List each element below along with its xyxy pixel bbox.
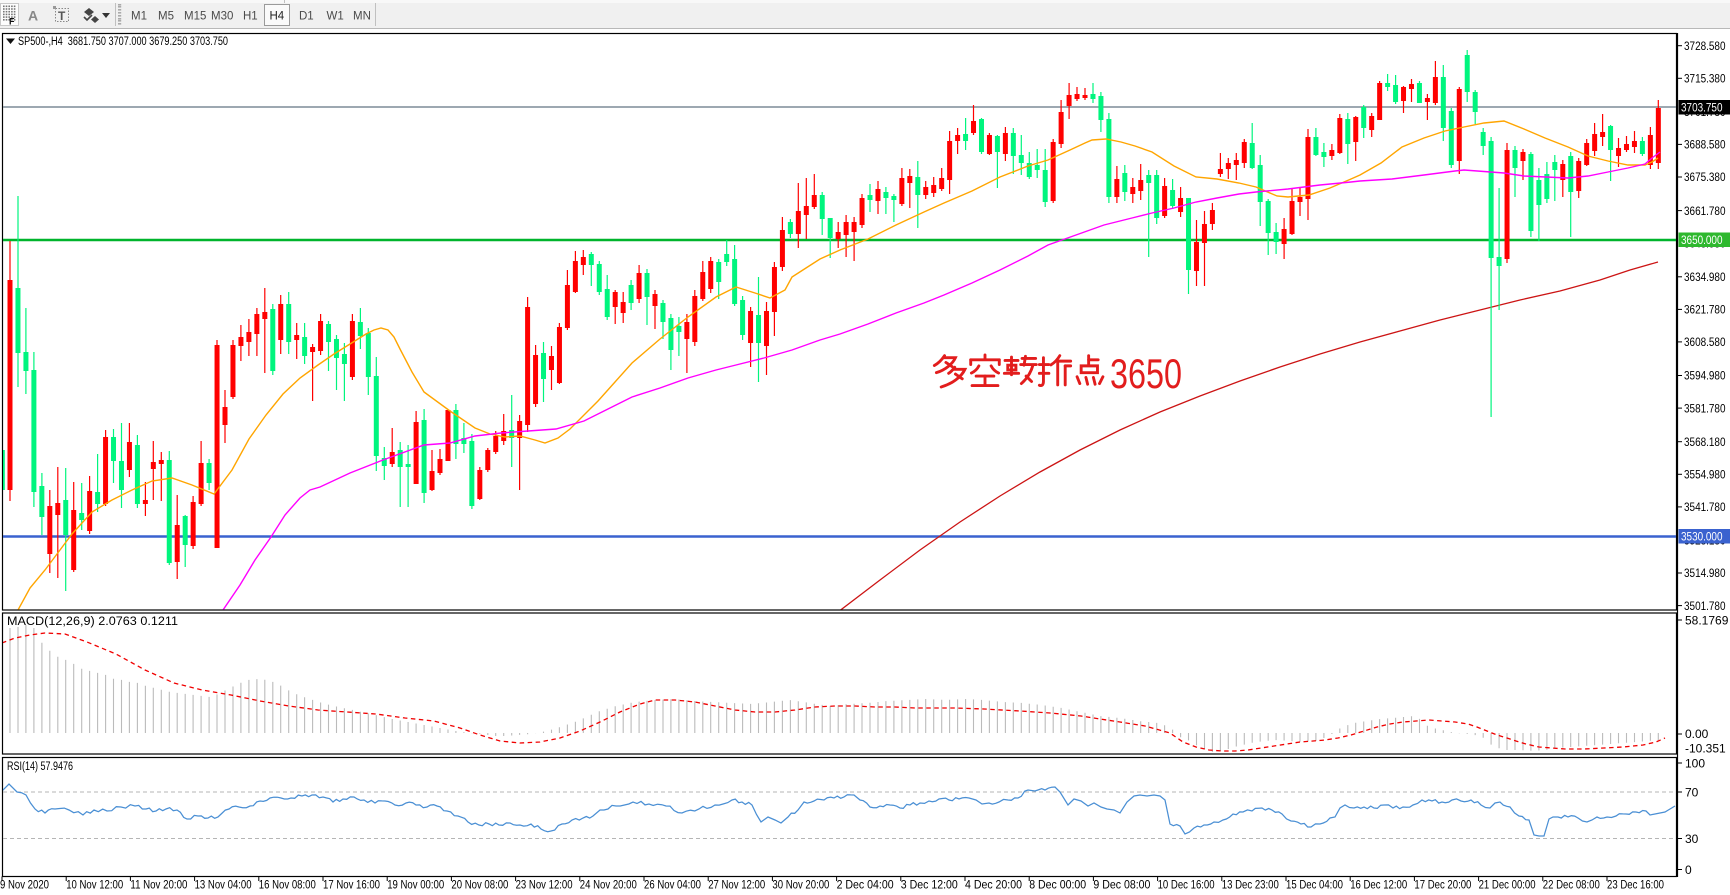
svg-text:3650: 3650 — [1110, 350, 1182, 397]
svg-text:-10.351: -10.351 — [1685, 742, 1726, 756]
svg-text:27 Nov 12:00: 27 Nov 12:00 — [708, 880, 765, 892]
svg-text:3703.750: 3703.750 — [1681, 103, 1723, 115]
svg-text:3634.980: 3634.980 — [1684, 272, 1726, 284]
svg-text:H1: H1 — [243, 11, 258, 23]
svg-text:17 Nov 16:00: 17 Nov 16:00 — [323, 880, 380, 892]
svg-text:30: 30 — [1685, 832, 1699, 846]
svg-text:24 Nov 20:00: 24 Nov 20:00 — [580, 880, 637, 892]
svg-text:16 Dec 12:00: 16 Dec 12:00 — [1350, 880, 1407, 892]
svg-text:58.1769: 58.1769 — [1685, 614, 1729, 628]
svg-text:M1: M1 — [131, 11, 147, 23]
svg-text:3568.180: 3568.180 — [1684, 437, 1726, 449]
svg-text:19 Nov 00:00: 19 Nov 00:00 — [387, 880, 444, 892]
svg-text:H4: H4 — [270, 11, 285, 23]
svg-text:M5: M5 — [158, 11, 174, 23]
svg-text:16 Nov 08:00: 16 Nov 08:00 — [259, 880, 316, 892]
svg-text:3554.980: 3554.980 — [1684, 470, 1726, 482]
svg-text:8 Dec 00:00: 8 Dec 00:00 — [1029, 880, 1086, 892]
svg-text:W1: W1 — [327, 11, 344, 23]
svg-text:13 Nov 04:00: 13 Nov 04:00 — [195, 880, 252, 892]
svg-text:2 Dec 04:00: 2 Dec 04:00 — [837, 880, 894, 892]
svg-text:MACD(12,26,9) 2.0763 0.1211: MACD(12,26,9) 2.0763 0.1211 — [7, 616, 178, 628]
svg-text:26 Nov 04:00: 26 Nov 04:00 — [644, 880, 701, 892]
svg-text:3514.980: 3514.980 — [1684, 568, 1726, 580]
svg-text:3501.780: 3501.780 — [1684, 601, 1726, 613]
svg-text:M30: M30 — [211, 11, 233, 23]
svg-text:3594.980: 3594.980 — [1684, 371, 1726, 383]
svg-text:3621.780: 3621.780 — [1684, 305, 1726, 317]
svg-text:10 Nov 12:00: 10 Nov 12:00 — [66, 880, 123, 892]
svg-text:15 Dec 04:00: 15 Dec 04:00 — [1286, 880, 1343, 892]
svg-text:21 Dec 00:00: 21 Dec 00:00 — [1479, 880, 1536, 892]
svg-text:4 Dec 20:00: 4 Dec 20:00 — [965, 880, 1022, 892]
svg-text:3715.380: 3715.380 — [1684, 74, 1726, 86]
svg-text:11 Nov 20:00: 11 Nov 20:00 — [130, 880, 187, 892]
svg-text:D1: D1 — [299, 11, 314, 23]
svg-text:RSI(14) 57.9476: RSI(14) 57.9476 — [7, 761, 73, 773]
svg-text:13 Dec 23:00: 13 Dec 23:00 — [1222, 880, 1279, 892]
svg-text:22 Dec 08:00: 22 Dec 08:00 — [1543, 880, 1600, 892]
svg-text:A: A — [28, 8, 38, 24]
svg-text:0.00: 0.00 — [1685, 727, 1709, 741]
svg-text:3 Dec 12:00: 3 Dec 12:00 — [901, 880, 958, 892]
svg-text:3688.580: 3688.580 — [1684, 140, 1726, 152]
svg-text:T: T — [58, 9, 66, 23]
svg-text:17 Dec 20:00: 17 Dec 20:00 — [1414, 880, 1471, 892]
svg-text:9 Nov 2020: 9 Nov 2020 — [0, 880, 49, 892]
svg-text:3608.580: 3608.580 — [1684, 337, 1726, 349]
svg-text:10 Dec 16:00: 10 Dec 16:00 — [1158, 880, 1215, 892]
svg-text:3581.780: 3581.780 — [1684, 403, 1726, 415]
svg-text:3650.000: 3650.000 — [1681, 235, 1723, 247]
svg-text:9 Dec 08:00: 9 Dec 08:00 — [1093, 880, 1150, 892]
svg-text:70: 70 — [1685, 786, 1699, 800]
svg-text:3728.580: 3728.580 — [1684, 41, 1726, 53]
svg-text:M15: M15 — [184, 11, 206, 23]
svg-text:SP500-,H4 3681.750 3707.000 3: SP500-,H4 3681.750 3707.000 3679.250 370… — [18, 36, 228, 48]
svg-text:3530.000: 3530.000 — [1681, 532, 1723, 544]
svg-text:100: 100 — [1685, 757, 1705, 771]
svg-text:0: 0 — [1685, 863, 1692, 877]
svg-text:3661.780: 3661.780 — [1684, 206, 1726, 218]
svg-text:F: F — [9, 17, 15, 27]
svg-text:23 Dec 16:00: 23 Dec 16:00 — [1607, 880, 1664, 892]
svg-text:23 Nov 12:00: 23 Nov 12:00 — [516, 880, 573, 892]
svg-text:MN: MN — [353, 11, 371, 23]
svg-text:3675.380: 3675.380 — [1684, 172, 1726, 184]
svg-text:30 Nov 20:00: 30 Nov 20:00 — [772, 880, 829, 892]
svg-text:20 Nov 08:00: 20 Nov 08:00 — [451, 880, 508, 892]
svg-text:3541.780: 3541.780 — [1684, 502, 1726, 514]
